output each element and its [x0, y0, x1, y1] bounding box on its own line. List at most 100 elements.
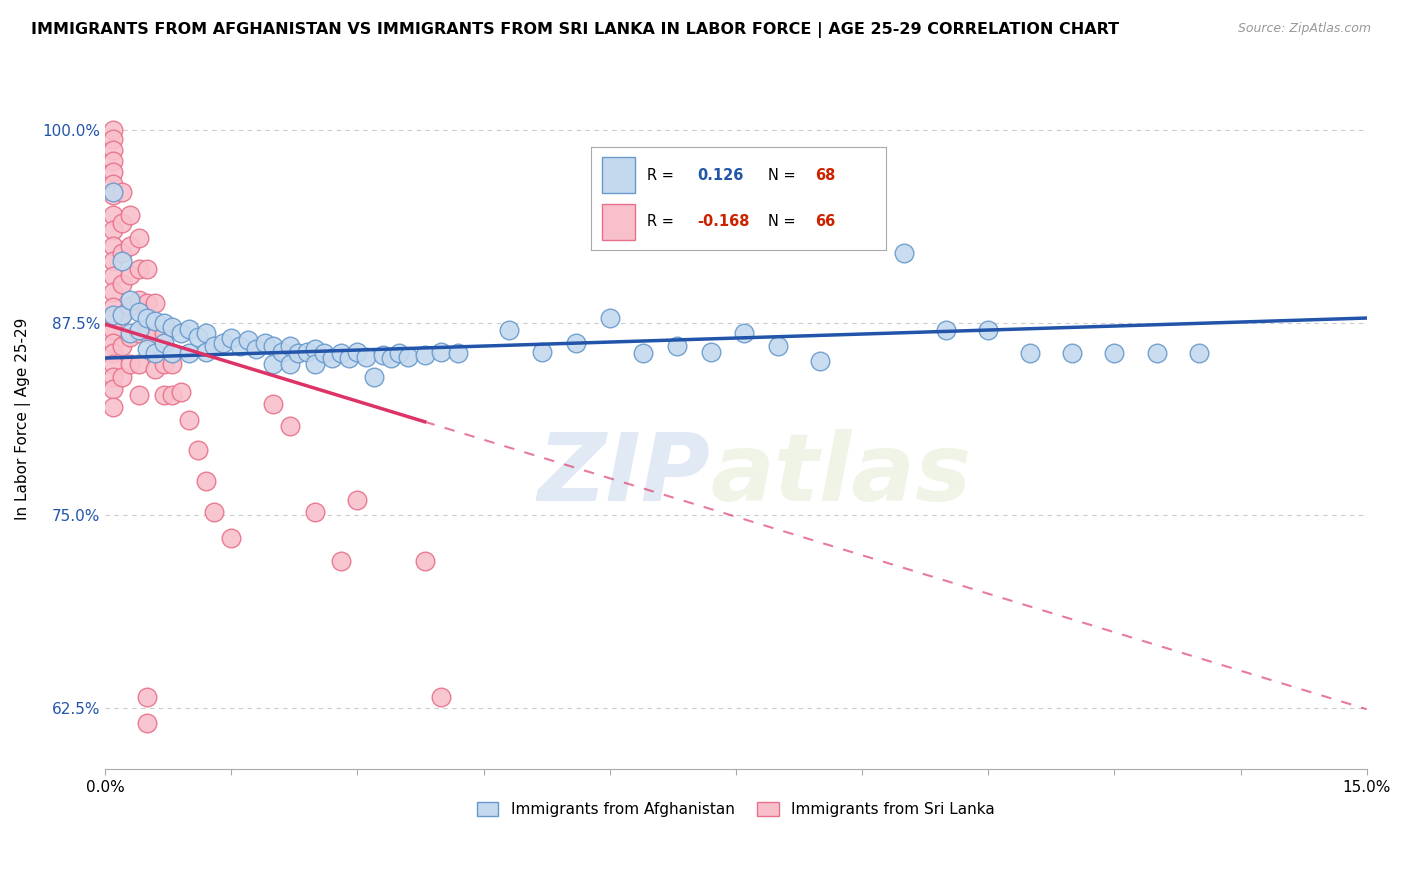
Point — [103, 357, 125, 371]
Point — [103, 311, 125, 326]
Point — [145, 362, 167, 376]
Point — [103, 335, 125, 350]
Point — [531, 345, 554, 359]
Point — [103, 254, 125, 268]
Point — [413, 348, 436, 362]
Point — [153, 326, 176, 341]
Point — [808, 354, 831, 368]
Point — [111, 185, 134, 199]
Point — [145, 329, 167, 343]
Point — [228, 339, 250, 353]
Point — [304, 342, 326, 356]
Text: atlas: atlas — [710, 429, 972, 521]
Point — [278, 357, 301, 371]
Point — [202, 505, 225, 519]
Point — [103, 132, 125, 146]
Point — [111, 277, 134, 292]
Point — [162, 388, 184, 402]
Point — [304, 505, 326, 519]
Point — [329, 346, 352, 360]
Point — [111, 308, 134, 322]
Point — [103, 208, 125, 222]
Point — [111, 369, 134, 384]
Point — [120, 208, 142, 222]
Point — [371, 348, 394, 362]
Point — [447, 346, 470, 360]
Point — [599, 311, 621, 326]
Point — [304, 357, 326, 371]
Point — [177, 412, 200, 426]
Point — [262, 397, 284, 411]
Point — [103, 187, 125, 202]
Point — [346, 492, 368, 507]
Point — [136, 326, 159, 341]
Point — [145, 295, 167, 310]
Point — [103, 177, 125, 191]
Point — [337, 351, 360, 365]
Point — [162, 320, 184, 334]
Point — [388, 346, 411, 360]
Point — [699, 345, 721, 359]
Point — [128, 305, 150, 319]
Point — [128, 261, 150, 276]
Point — [103, 153, 125, 168]
Point — [103, 300, 125, 314]
Point — [128, 388, 150, 402]
Point — [103, 143, 125, 157]
Text: IMMIGRANTS FROM AFGHANISTAN VS IMMIGRANTS FROM SRI LANKA IN LABOR FORCE | AGE 25: IMMIGRANTS FROM AFGHANISTAN VS IMMIGRANT… — [31, 22, 1119, 38]
Point — [270, 345, 292, 359]
Point — [1146, 346, 1168, 360]
Point — [1062, 346, 1084, 360]
Point — [194, 345, 217, 359]
Point — [111, 215, 134, 229]
Point — [633, 346, 655, 360]
Point — [136, 716, 159, 731]
Point — [103, 346, 125, 360]
Point — [153, 388, 176, 402]
Point — [211, 335, 233, 350]
Point — [1187, 346, 1209, 360]
Point — [766, 339, 789, 353]
Bar — [602, 203, 636, 239]
Point — [733, 326, 755, 341]
Point — [103, 401, 125, 415]
Point — [194, 326, 217, 341]
Point — [136, 690, 159, 704]
Point — [136, 311, 159, 326]
Text: 0.126: 0.126 — [697, 168, 744, 183]
Point — [430, 345, 453, 359]
Point — [103, 323, 125, 337]
Point — [396, 350, 419, 364]
Point — [103, 165, 125, 179]
Point — [103, 185, 125, 199]
Point — [170, 326, 193, 341]
Point — [111, 339, 134, 353]
Point — [120, 299, 142, 313]
Point — [128, 231, 150, 245]
Point — [145, 314, 167, 328]
Point — [851, 203, 873, 218]
Point — [295, 345, 318, 359]
Point — [202, 339, 225, 353]
Point — [186, 443, 208, 458]
Point — [262, 339, 284, 353]
Point — [120, 293, 142, 307]
Point — [194, 475, 217, 489]
Point — [430, 690, 453, 704]
Point — [312, 346, 335, 360]
Point — [103, 223, 125, 237]
Point — [103, 123, 125, 137]
Text: 66: 66 — [815, 214, 835, 229]
Point — [893, 246, 915, 260]
Text: Source: ZipAtlas.com: Source: ZipAtlas.com — [1237, 22, 1371, 36]
Point — [128, 326, 150, 341]
Y-axis label: In Labor Force | Age 25-29: In Labor Force | Age 25-29 — [15, 318, 31, 520]
Point — [1104, 346, 1126, 360]
Point — [120, 357, 142, 371]
Text: -0.168: -0.168 — [697, 214, 749, 229]
Text: N =: N = — [768, 214, 800, 229]
Point — [262, 357, 284, 371]
Point — [935, 323, 957, 337]
Point — [245, 342, 267, 356]
Point — [136, 342, 159, 356]
